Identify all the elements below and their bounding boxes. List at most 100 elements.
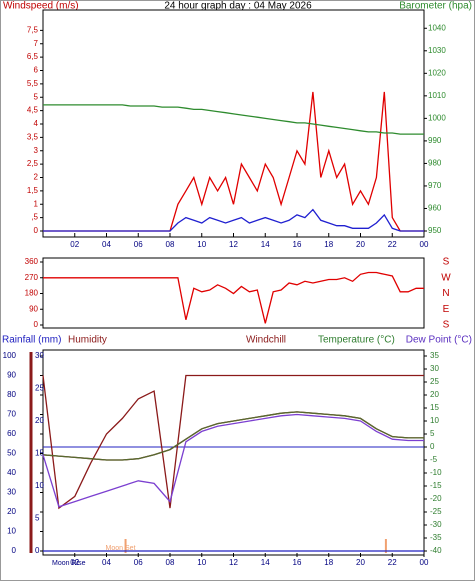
y-tick-label: 70	[7, 410, 16, 419]
x-tick-label: 14	[261, 240, 270, 249]
y3-tick-label: 25	[35, 384, 44, 393]
y2-tick-label: 15	[430, 403, 439, 412]
x-tick-label: 12	[229, 240, 238, 249]
y2-tick-label: -10	[430, 468, 442, 477]
y2-tick-label: -15	[430, 481, 442, 490]
y2-tick-label: 10	[430, 416, 439, 425]
y-tick-label: 3	[34, 146, 39, 155]
y-tick-label: 60	[7, 429, 16, 438]
y2-tick-label: -25	[430, 507, 442, 516]
direction-label: N	[442, 288, 449, 299]
y2-tick-label: 0	[430, 442, 435, 451]
y2-tick-label: 950	[428, 226, 442, 235]
y2-tick-label: 1040	[428, 23, 446, 32]
y3-tick-label: 10	[35, 481, 44, 490]
y2-tick-label: 1030	[428, 46, 446, 55]
y2-tick-label: -40	[430, 546, 442, 555]
x-tick-label: 02	[70, 240, 79, 249]
series-line	[43, 104, 424, 135]
direction-label: S	[443, 257, 450, 268]
windchill-label: Windchill	[246, 335, 286, 346]
y-tick-label: 100	[3, 351, 17, 360]
direction-label: S	[443, 320, 450, 331]
x-tick-label: 14	[261, 558, 270, 567]
y-tick-label: 30	[7, 488, 16, 497]
y-tick-label: 0	[34, 226, 39, 235]
y2-tick-label: 1000	[428, 113, 446, 122]
y-tick-label: 50	[7, 449, 16, 458]
y-tick-label: 1,5	[27, 186, 39, 195]
chart-title: 24 hour graph day : 04 May 2026	[164, 1, 312, 12]
y-tick-label: 6,5	[27, 52, 39, 61]
y3-tick-label: 15	[35, 449, 44, 458]
y-tick-label: 5,5	[27, 79, 39, 88]
y-tick-label: 4	[34, 119, 39, 128]
x-tick-label: 18	[324, 558, 333, 567]
series-line	[42, 411, 424, 461]
y-tick-label: 90	[29, 304, 38, 313]
y3-tick-label: 0	[35, 546, 40, 555]
y3-tick-label: 30	[35, 351, 44, 360]
y-tick-label: 2	[34, 173, 39, 182]
y2-tick-label: 30	[430, 364, 439, 373]
y-tick-label: 0	[34, 320, 39, 329]
x-tick-label: 08	[166, 240, 175, 249]
x-tick-label: 06	[134, 558, 143, 567]
y-tick-label: 7,5	[27, 25, 39, 34]
y2-tick-label: 970	[428, 181, 442, 190]
y-tick-label: 180	[25, 289, 39, 298]
y2-label: Barometer (hpa)	[399, 1, 472, 12]
y-tick-label: 20	[7, 507, 16, 516]
rain-label: Rainfall (mm)	[2, 335, 61, 346]
x-tick-label: 18	[324, 240, 333, 249]
series-line	[43, 208, 424, 232]
y-tick-label: 4,5	[27, 106, 39, 115]
series-line	[42, 413, 424, 508]
x-tick-label: 16	[293, 240, 302, 249]
y2-tick-label: 20	[430, 390, 439, 399]
y-tick-label: 2,5	[27, 159, 39, 168]
y-tick-label: 5	[34, 92, 39, 101]
y-label: Windspeed (m/s)	[3, 1, 79, 12]
annotation-label: Moon Set	[106, 545, 136, 552]
y2-tick-label: -30	[430, 520, 442, 529]
y-tick-label: 360	[25, 257, 39, 266]
x-tick-label: 10	[197, 558, 206, 567]
y2-tick-label: 990	[428, 136, 442, 145]
direction-label: W	[441, 272, 451, 283]
y2-tick-label: -20	[430, 494, 442, 503]
x-tick-label: 16	[293, 558, 302, 567]
y-tick-label: 3,5	[27, 132, 39, 141]
y2-tick-label: 5	[430, 429, 435, 438]
y2-tick-label: 1010	[428, 91, 446, 100]
x-tick-label: 02	[70, 558, 79, 567]
x-tick-label: 06	[134, 240, 143, 249]
x-tick-label: 22	[388, 558, 397, 567]
x-tick-label: 20	[356, 240, 365, 249]
y2-tick-label: -35	[430, 533, 442, 542]
y2-tick-label: 25	[430, 377, 439, 386]
y2-tick-label: 960	[428, 204, 442, 213]
y2-tick-label: -5	[430, 455, 438, 464]
y-tick-label: 10	[7, 527, 16, 536]
annotation-label: Moon Rise	[52, 560, 86, 567]
y-tick-label: 6	[34, 66, 39, 75]
series-line	[42, 374, 424, 510]
y-tick-label: 1	[34, 199, 39, 208]
y2-tick-label: 1020	[428, 68, 446, 77]
dewpoint-label: Dew Point (°C)	[406, 335, 472, 346]
x-tick-label: 20	[356, 558, 365, 567]
y-tick-label: 90	[7, 371, 16, 380]
y-tick-label: ,5	[31, 213, 38, 222]
y-tick-label: 0	[12, 546, 17, 555]
y-tick-label: 7	[34, 39, 39, 48]
y-tick-label: 270	[25, 273, 39, 282]
y3-tick-label: 5	[35, 514, 40, 523]
y3-tick-label: 20	[35, 416, 44, 425]
x-tick-label: 00	[420, 558, 429, 567]
x-tick-label: 22	[388, 240, 397, 249]
x-tick-label: 04	[102, 240, 111, 249]
x-tick-label: 00	[420, 240, 429, 249]
x-tick-label: 04	[102, 558, 111, 567]
